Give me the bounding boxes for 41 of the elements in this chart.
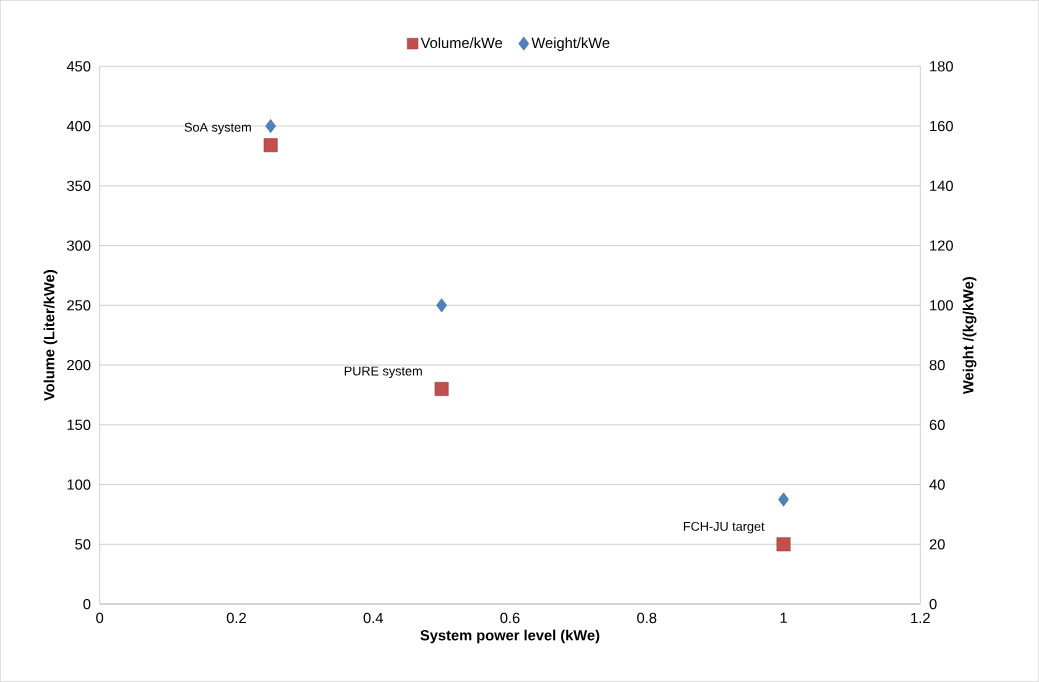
y2-tick-label: 20 [929,539,945,550]
x-tick-label: 1 [780,612,787,624]
y-tick-label: 350 [67,180,91,192]
annotation: SoA system [184,122,251,135]
annotation: FCH-JU target [683,522,765,534]
y-tick-label: 450 [66,61,91,72]
y2-tick-label: 160 [930,121,953,132]
y2-tick-label: 40 [929,479,945,490]
x-tick-label: 0.2 [226,612,246,624]
y-tick-label: 400 [66,121,91,132]
y-tick-label: 150 [67,419,91,431]
legend-label: Weight/kWe [531,37,610,52]
y-tick-label: 250 [67,300,91,311]
y2-tick-label: 180 [930,61,953,72]
x-tick-label: 0.4 [363,612,383,624]
y2-tick-label: 80 [929,360,945,371]
y-tick-label: 100 [67,479,91,490]
legend-label: Volume/kWe [420,37,503,49]
y2-tick-label: 100 [930,300,953,311]
y-tick-label: 200 [67,360,91,371]
x-tick-label: 0 [96,612,104,624]
point [265,119,276,134]
y2-tick-label: 0 [929,599,937,610]
y-tick-label: 300 [67,240,91,251]
y2-tick-label: 140 [930,180,953,192]
y-tick-label: 50 [75,539,91,550]
point [436,298,447,313]
x-tick-label: 0.6 [500,612,520,624]
y-axis-title: Volume (Liter/kWe) [43,270,58,402]
point [263,138,278,153]
y2-tick-label: 120 [930,240,953,251]
point [776,537,791,552]
y2-tick-label: 60 [929,419,945,431]
x-tick-label: 1.2 [911,612,930,624]
x-tick-label: 0.8 [637,612,657,624]
point [434,382,449,397]
annotation: PURE system [344,366,422,379]
x-axis-title: System power level (kWe) [420,629,600,644]
y2-axis-title: Weight /(kg/kWe) [962,277,977,395]
point [778,492,789,507]
y-tick-label: 0 [83,599,91,610]
